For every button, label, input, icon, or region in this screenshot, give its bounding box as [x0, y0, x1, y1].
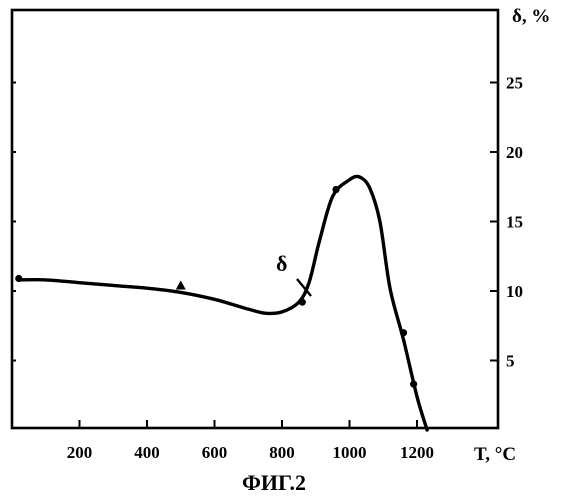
x-tick-label: 200	[67, 443, 93, 462]
y-tick-label: 5	[506, 352, 515, 371]
y-tick-label: 25	[506, 74, 523, 93]
x-tick-label: 1000	[333, 443, 367, 462]
figure-caption: ФИГ.2	[242, 470, 306, 495]
y-tick-label: 15	[506, 213, 523, 232]
series-line	[19, 176, 427, 430]
x-axis-label: T, °C	[474, 444, 516, 465]
y-axis-label: δ, %	[512, 6, 550, 27]
data-point-triangle	[176, 280, 186, 289]
x-tick-label: 400	[134, 443, 160, 462]
x-tick-label: 800	[269, 443, 295, 462]
curve-label: δ	[276, 251, 287, 276]
x-tick-label: 600	[202, 443, 228, 462]
y-tick-label: 10	[506, 282, 523, 301]
plot-frame	[12, 10, 498, 428]
y-tick-label: 20	[506, 143, 523, 162]
x-tick-label: 1200	[400, 443, 434, 462]
